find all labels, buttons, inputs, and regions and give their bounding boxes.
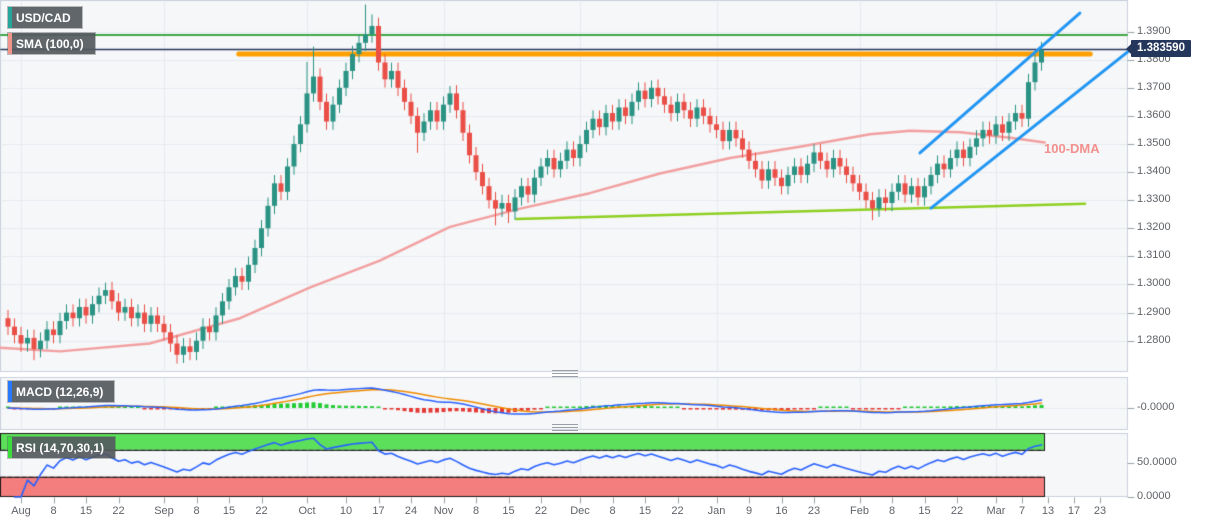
time-tick-label: 22: [112, 505, 125, 517]
price-tick-label: 1.2800: [1137, 333, 1171, 346]
time-tick-label: 15: [79, 505, 93, 517]
time-tick-label: 8: [609, 505, 616, 517]
time-tick-label: Nov: [433, 505, 454, 517]
rsi-legend[interactable]: RSI (14,70,30,1): [8, 437, 116, 458]
rsi-accent-bar: [8, 437, 12, 458]
time-tick-label: 22: [255, 505, 268, 517]
price-tick-label: 1.3500: [1137, 136, 1171, 149]
price-tick-label: 1.3200: [1137, 221, 1171, 234]
price-tick-label: 1.3100: [1137, 249, 1171, 262]
time-tick-label: 24: [404, 505, 418, 517]
panel-resize-handle-icon[interactable]: [552, 424, 578, 432]
time-tick-label: Jan: [707, 505, 726, 517]
time-tick-label: 13: [1041, 505, 1055, 517]
time-tick-label: Sep: [154, 505, 174, 517]
time-tick-label: 15: [222, 505, 236, 517]
price-tick-label: 1.3600: [1137, 108, 1171, 121]
price-tick-label: 1.3900: [1137, 24, 1171, 37]
price-tick-label: 1.3400: [1137, 165, 1171, 178]
sma-legend[interactable]: SMA (100,0): [8, 33, 95, 54]
symbol-accent-bar: [8, 7, 12, 28]
time-tick-label: 15: [502, 505, 515, 517]
rsi-tick-label: 0.0000: [1137, 490, 1171, 502]
time-tick-label: 15: [638, 505, 652, 517]
time-tick-label: Aug: [11, 505, 31, 517]
time-tick-label: 15: [918, 505, 931, 517]
time-tick-label: 17: [1067, 505, 1081, 517]
time-tick-label: Oct: [298, 505, 316, 517]
sma-label: SMA (100,0): [16, 36, 84, 51]
time-tick-label: 10: [339, 505, 353, 517]
time-tick-label: 8: [472, 505, 480, 517]
time-tick-label: 22: [534, 505, 548, 517]
time-tick-label: 23: [1093, 505, 1107, 517]
macd-legend[interactable]: MACD (12,26,9): [8, 381, 115, 402]
symbol-label: USD/CAD: [16, 10, 71, 25]
time-tick-label: 17: [372, 505, 385, 517]
panel-resize-handle-icon[interactable]: [552, 370, 578, 378]
time-tick-label: Feb: [850, 505, 869, 517]
time-tick-label: 22: [950, 505, 964, 517]
time-tick-label: 23: [807, 505, 821, 517]
price-tick-label: 1.3300: [1137, 193, 1171, 206]
time-tick-label: 8: [888, 505, 896, 517]
macd-label: MACD (12,26,9): [16, 384, 104, 399]
macd-accent-bar: [8, 381, 12, 402]
rsi-label: RSI (14,70,30,1): [16, 440, 105, 455]
time-tick-label: 8: [50, 505, 57, 517]
price-tick-label: 1.3700: [1137, 80, 1171, 93]
time-tick-label: 16: [775, 505, 788, 517]
rsi-tick-label: 50.0000: [1137, 456, 1177, 469]
macd-tick-label: -0.0000: [1137, 401, 1175, 413]
time-tick-label: Dec: [570, 505, 590, 517]
time-tick-label: 7: [1018, 505, 1026, 517]
dma-annotation-label: 100-DMA: [1044, 141, 1100, 156]
price-tick-label: 1.2900: [1137, 305, 1171, 318]
sma-accent-bar: [8, 33, 12, 54]
symbol-legend[interactable]: USD/CAD: [8, 7, 82, 28]
time-tick-label: Mar: [986, 505, 1006, 517]
time-tick-label: 9: [745, 505, 753, 517]
current-price-tag: 1.383590: [1126, 40, 1191, 57]
time-tick-label: 22: [671, 505, 684, 517]
price-tick-label: 1.3000: [1137, 277, 1171, 290]
time-tick-label: 8: [193, 505, 200, 517]
